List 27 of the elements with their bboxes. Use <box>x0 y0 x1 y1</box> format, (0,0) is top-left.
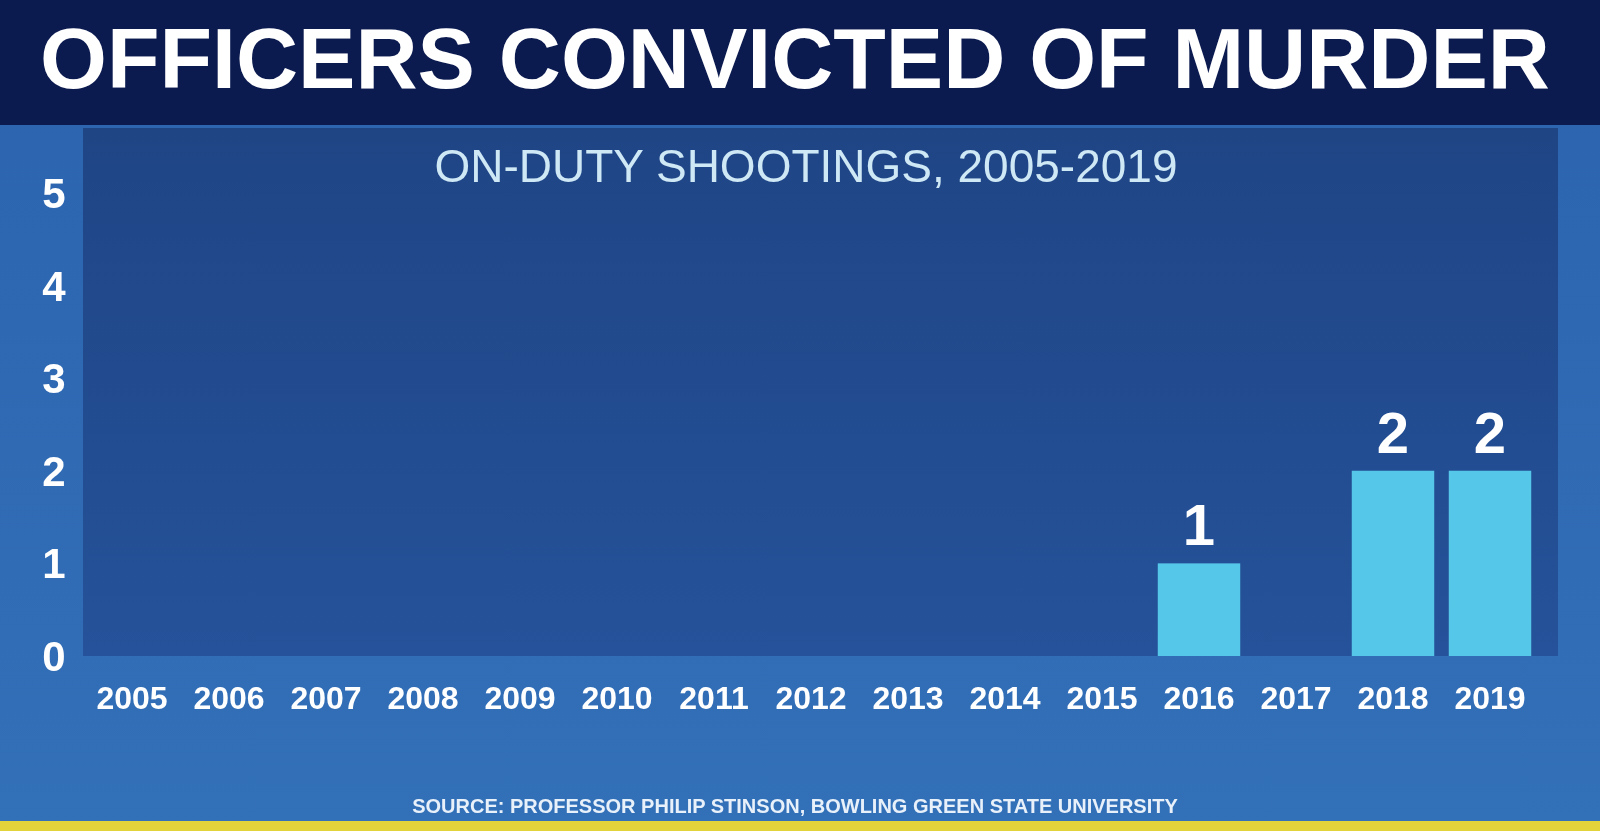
y-tick-label: 3 <box>42 355 66 403</box>
x-tick-label: 2008 <box>387 680 459 716</box>
x-tick-label: 2014 <box>969 680 1041 716</box>
x-tick-label: 2019 <box>1454 680 1526 716</box>
x-tick-label: 2009 <box>484 680 556 716</box>
x-tick-label: 2005 <box>96 680 168 716</box>
x-tick-label: 2018 <box>1357 680 1429 716</box>
x-tick-label: 2016 <box>1163 680 1235 716</box>
chart-subtitle: ON-DUTY SHOOTINGS, 2005-2019 <box>434 140 1178 192</box>
x-tick-label: 2006 <box>193 680 265 716</box>
x-tick-label: 2012 <box>775 680 847 716</box>
x-tick-label: 2015 <box>1066 680 1138 716</box>
data-label: 2 <box>1376 399 1410 465</box>
x-tick-label: 2017 <box>1260 680 1332 716</box>
y-tick-label: 1 <box>42 540 66 588</box>
y-tick-label: 2 <box>42 447 66 495</box>
x-tick-label: 2011 <box>679 680 749 716</box>
y-tick-label: 4 <box>42 262 67 310</box>
source-note: SOURCE: PROFESSOR PHILIP STINSON, BOWLING GREEN STATE UNIVERSITY <box>412 795 1179 817</box>
y-tick-label: 0 <box>42 633 66 681</box>
y-tick-label: 5 <box>42 169 66 217</box>
data-label: 1 <box>1182 492 1216 558</box>
data-label: 2 <box>1473 399 1507 465</box>
chart-title: OFFICERS CONVICTED OF MURDER <box>40 10 1550 106</box>
x-tick-label: 2013 <box>872 680 944 716</box>
x-tick-label: 2010 <box>581 680 653 716</box>
x-tick-label: 2007 <box>290 680 362 716</box>
